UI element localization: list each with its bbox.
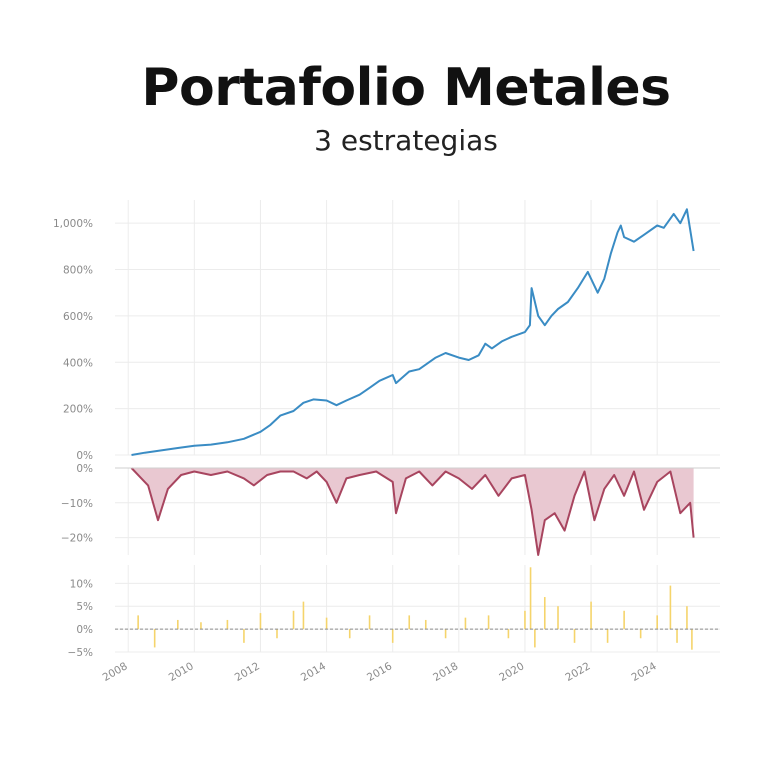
- y-tick-label: 600%: [63, 311, 93, 323]
- x-tick-label: 2016: [365, 660, 394, 684]
- x-tick-label: 2022: [563, 660, 592, 684]
- y-tick-label: 200%: [63, 404, 93, 416]
- drawdown-panel: 0% −10% −20%: [61, 463, 720, 556]
- y-tick-label: 5%: [76, 601, 93, 613]
- x-tick-label: 2014: [299, 660, 328, 684]
- y-tick-label: 10%: [70, 578, 93, 590]
- x-tick-label: 2008: [101, 660, 130, 684]
- y-tick-label: 1,000%: [53, 218, 93, 230]
- y-tick-label: −5%: [68, 647, 93, 659]
- y-tick-label: 0%: [76, 450, 93, 462]
- y-tick-label: 800%: [63, 265, 93, 277]
- chart-subtitle: 3 estrategias: [314, 124, 498, 157]
- y-tick-label: 0%: [76, 624, 93, 636]
- chart-title: Portafolio Metales: [141, 58, 671, 118]
- daily-returns-panel: −5% 0% 5% 10%: [68, 567, 720, 659]
- drawdown-line: [130, 467, 695, 556]
- drawdown-area: [131, 468, 694, 555]
- y-tick-label: −20%: [61, 533, 93, 545]
- x-tick-label: 2018: [431, 660, 460, 684]
- cumulative-return-line: [131, 208, 695, 456]
- x-axis: 2008 2010 2012 2014 2016 2018 2020 2022 2024: [101, 660, 659, 684]
- grid: [115, 200, 720, 653]
- y-tick-label: 400%: [63, 357, 93, 369]
- x-tick-label: 2012: [233, 660, 262, 684]
- x-tick-label: 2020: [497, 660, 526, 684]
- x-tick-label: 2010: [167, 660, 196, 684]
- x-tick-label: 2024: [630, 660, 659, 684]
- y-tick-label: 0%: [76, 463, 93, 475]
- cumulative-return-panel: 0% 200% 400% 600% 800% 1,000%: [53, 208, 695, 462]
- y-tick-label: −10%: [61, 498, 93, 510]
